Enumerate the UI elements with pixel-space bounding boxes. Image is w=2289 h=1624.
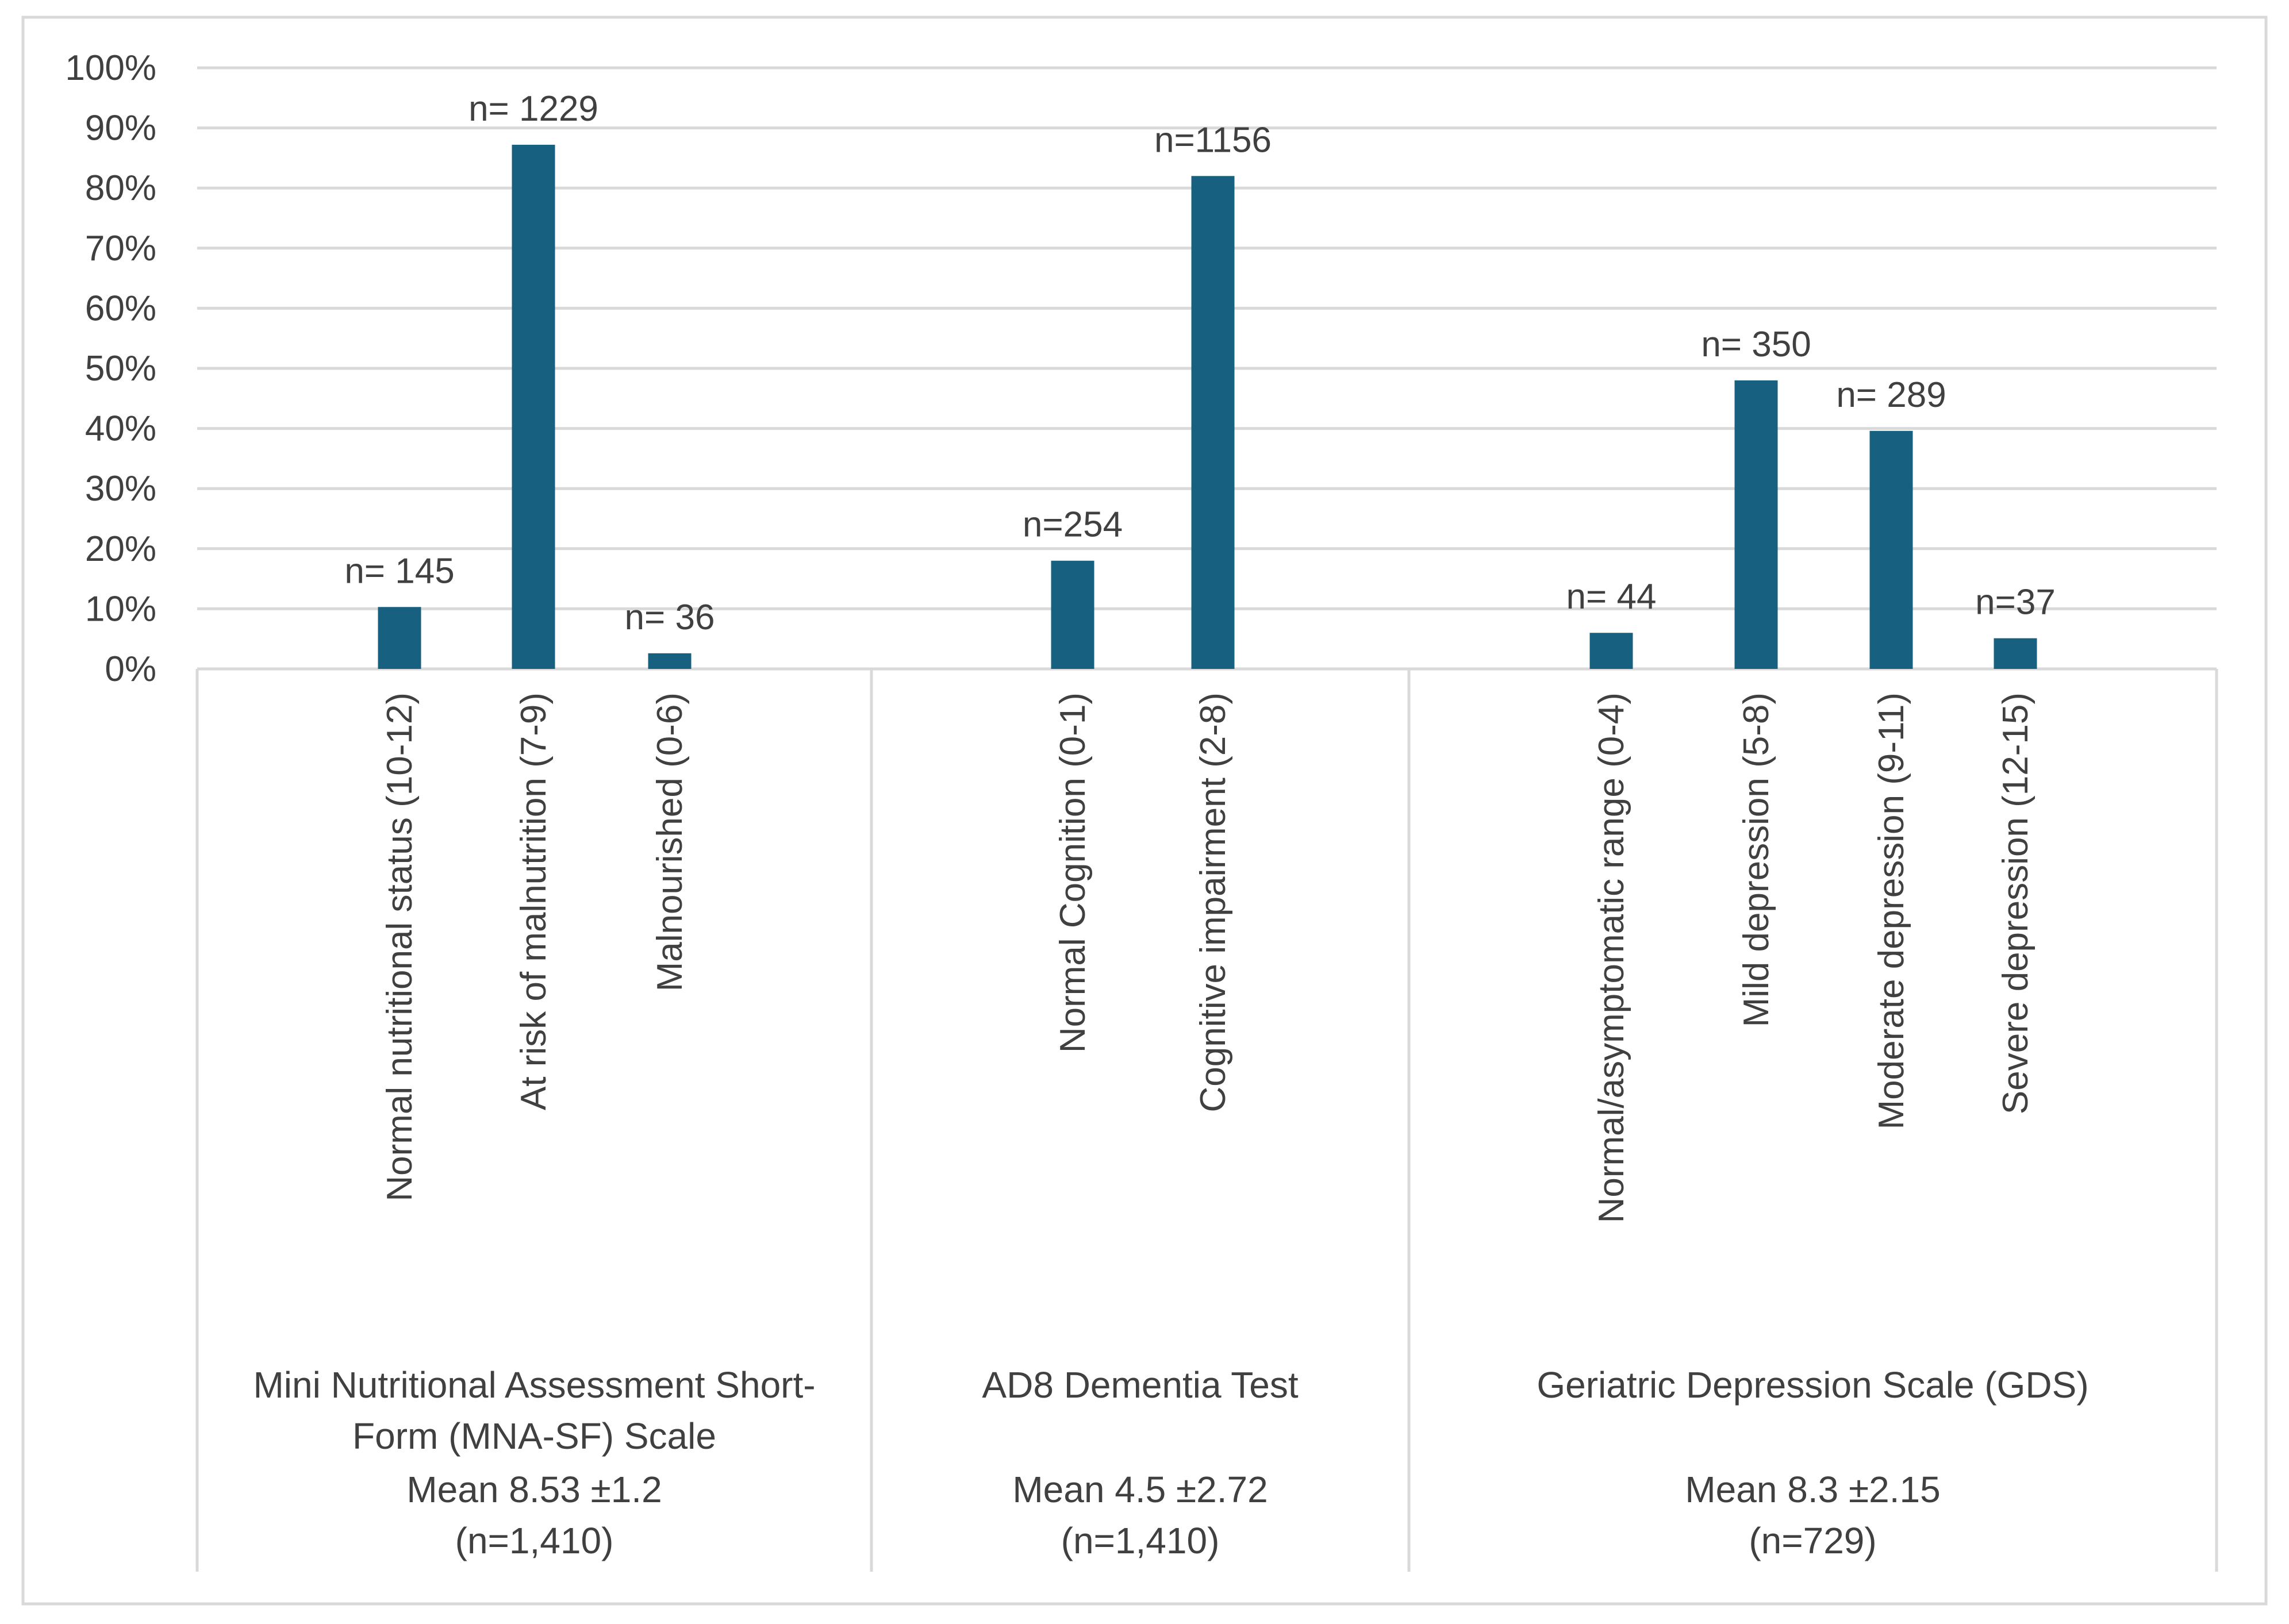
y-tick-label: 80% <box>85 168 156 208</box>
category-label: Cognitive impairment (2-8) <box>1193 692 1233 1112</box>
bar <box>648 653 692 669</box>
data-label: n= 289 <box>1836 375 1946 415</box>
labels: 0% 10% 20% 30% 40% 50% 60% 70% 80% 90% 100% n= 145 N… <box>65 48 2088 1561</box>
category-label: Severe depression (12-15) <box>1996 692 2035 1114</box>
group-label-line: AD8 Dementia Test <box>982 1364 1298 1406</box>
bar <box>1191 176 1235 669</box>
data-label: n=254 <box>1023 505 1123 545</box>
category-label: Normal Cognition (0-1) <box>1053 692 1093 1053</box>
bar <box>1589 633 1633 669</box>
category-label: Normal/asymptomatic range (0-4) <box>1592 692 1631 1223</box>
data-label: n=37 <box>1975 583 2056 622</box>
group-label-line: (n=729) <box>1749 1520 1876 1561</box>
data-label: n= 44 <box>1566 577 1657 617</box>
bar <box>1869 430 1913 669</box>
bar <box>1994 638 2037 669</box>
bar <box>512 144 555 669</box>
group-label-line: (n=1,410) <box>455 1520 614 1561</box>
category-label: Moderate depression (9-11) <box>1872 692 1911 1129</box>
group-label-line: Form (MNA-SF) Scale <box>352 1415 716 1457</box>
y-tick-label: 10% <box>85 589 156 629</box>
data-label: n= 145 <box>344 551 454 591</box>
category-label: Malnourished (0-6) <box>650 692 690 991</box>
category-label: Normal nutritional status (10-12) <box>380 692 420 1202</box>
category-label: Mild depression (5-8) <box>1737 692 1776 1027</box>
data-label: n=1156 <box>1154 120 1272 160</box>
group-label-line: Geriatric Depression Scale (GDS) <box>1537 1364 2088 1406</box>
group-label-line: Mean 4.5 ±2.72 <box>1012 1469 1268 1510</box>
group-label-line: Mean 8.53 ±1.2 <box>406 1469 662 1510</box>
bars <box>378 144 2037 669</box>
group-label-line: Mini Nutritional Assessment Short- <box>253 1364 815 1406</box>
group-label-line: (n=1,410) <box>1061 1520 1220 1561</box>
category-label: At risk of malnutrition (7-9) <box>514 692 554 1110</box>
y-tick-label: 100% <box>65 48 156 88</box>
y-tick-label: 40% <box>85 409 156 449</box>
y-tick-label: 70% <box>85 229 156 268</box>
bar <box>1051 560 1094 669</box>
data-label: n= 36 <box>625 598 715 637</box>
y-tick-label: 30% <box>85 469 156 509</box>
y-tick-label: 90% <box>85 109 156 148</box>
group-label-line: Mean 8.3 ±2.15 <box>1685 1469 1940 1510</box>
y-tick-label: 60% <box>85 288 156 328</box>
chart-border <box>21 16 2268 1606</box>
data-label: n= 1229 <box>468 89 598 129</box>
data-label: n= 350 <box>1701 325 1811 364</box>
y-tick-label: 0% <box>105 649 156 689</box>
bar <box>1734 380 1778 669</box>
y-tick-label: 50% <box>85 349 156 388</box>
y-tick-label: 20% <box>85 529 156 569</box>
bar <box>378 607 421 669</box>
